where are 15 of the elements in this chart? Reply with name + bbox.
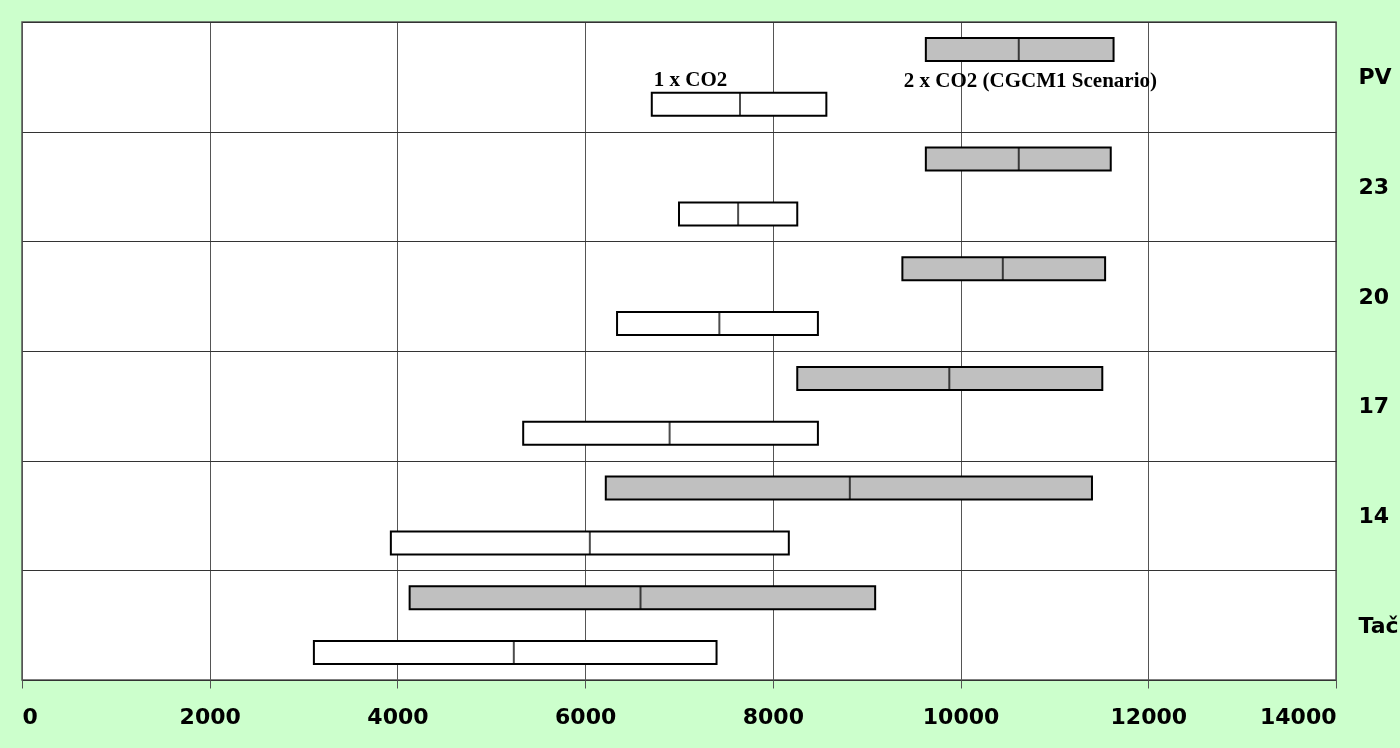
x-tick-label: 8000 [742, 703, 804, 729]
x-tick-label: 4000 [367, 703, 429, 729]
y-tick-label: 23 [1358, 174, 1390, 199]
x-tick-label: 14000 [1259, 703, 1337, 729]
y-tick-label: 20 [1358, 283, 1390, 309]
y-tick-label: 14 [1358, 503, 1390, 528]
y-tick-label: Tač [1358, 612, 1399, 638]
x-tick-label: 10000 [922, 703, 1000, 729]
x-tick-label: 2000 [179, 703, 241, 729]
x-tick-label: 12000 [1110, 703, 1188, 729]
series-label: 1 x CO2 [653, 67, 728, 92]
x-tick-label: 6000 [555, 703, 617, 729]
y-tick-label: 17 [1358, 393, 1390, 419]
x-tick-label: 0 [22, 703, 38, 729]
y-tick-label: PV [1358, 64, 1392, 90]
